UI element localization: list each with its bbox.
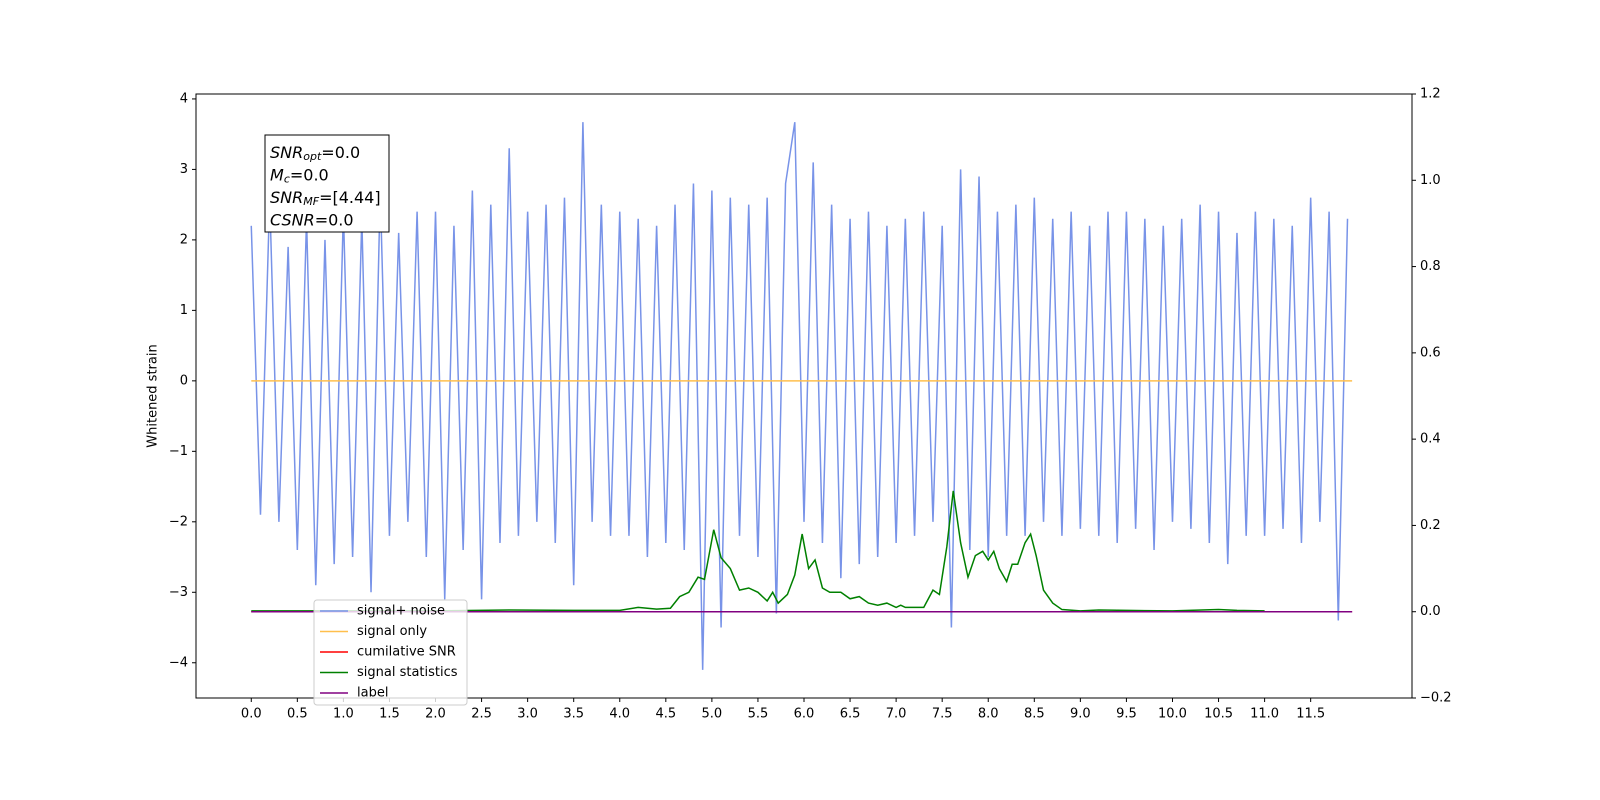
x-tick-label: 1.0 xyxy=(333,707,354,722)
x-tick-label: 7.0 xyxy=(886,707,907,722)
legend-label: signal+ noise xyxy=(357,604,445,619)
x-tick-label: 0.0 xyxy=(241,707,262,722)
x-tick-label: 8.0 xyxy=(978,707,999,722)
y2-tick-label: 1.0 xyxy=(1420,173,1441,188)
x-tick-label: 9.0 xyxy=(1070,707,1091,722)
y2-tick-label: 0.0 xyxy=(1420,604,1441,619)
x-tick-label: 10.5 xyxy=(1204,707,1233,722)
x-tick-label: 2.5 xyxy=(471,707,492,722)
x-tick-label: 11.0 xyxy=(1250,707,1279,722)
y-tick-label: 3 xyxy=(180,162,188,177)
y-tick-label: −3 xyxy=(169,585,188,600)
series-line xyxy=(251,490,1265,612)
series-line xyxy=(250,122,1349,670)
x-tick-label: 3.5 xyxy=(563,707,584,722)
y2-tick-label: −0.2 xyxy=(1420,691,1452,706)
legend-label: cumilative SNR xyxy=(357,645,456,660)
legend-label: label xyxy=(357,686,388,701)
annotation-rest: =[4.44] xyxy=(319,188,381,207)
annotation-sub: opt xyxy=(303,150,322,163)
x-tick-label: 8.5 xyxy=(1024,707,1045,722)
annotation-text: CSNR=0.0 xyxy=(270,210,354,229)
annotation-sub: c xyxy=(284,173,290,186)
x-tick-label: 6.0 xyxy=(794,707,815,722)
annotation-main: CSNR xyxy=(270,210,315,229)
x-tick-label: 5.0 xyxy=(702,707,723,722)
annotation-main: M xyxy=(270,165,284,184)
annotation-main: SNR xyxy=(270,188,303,207)
y-tick-label: 1 xyxy=(180,303,188,318)
y-axis-label: Whitened strain xyxy=(146,344,161,447)
legend-label: signal statistics xyxy=(357,665,458,680)
x-tick-label: 2.0 xyxy=(425,707,446,722)
x-tick-label: 9.5 xyxy=(1116,707,1137,722)
x-tick-label: 6.5 xyxy=(840,707,861,722)
y-tick-label: 0 xyxy=(180,373,188,388)
annotation-rest: =0.0 xyxy=(290,165,329,184)
legend-label: signal only xyxy=(357,624,427,639)
legend-box xyxy=(313,599,468,706)
x-tick-label: 1.5 xyxy=(379,707,400,722)
x-tick-label: 5.5 xyxy=(748,707,769,722)
y-tick-label: 2 xyxy=(180,232,188,247)
y2-tick-label: 0.6 xyxy=(1420,345,1441,360)
x-tick-label: 0.5 xyxy=(287,707,308,722)
y2-tick-label: 0.4 xyxy=(1420,432,1441,447)
annotation-box xyxy=(264,134,390,233)
y2-tick-label: 0.8 xyxy=(1420,259,1441,274)
x-tick-label: 11.5 xyxy=(1296,707,1325,722)
annotation-sub: MF xyxy=(303,195,319,208)
y-tick-label: 4 xyxy=(180,91,188,106)
y-tick-label: −1 xyxy=(169,444,188,459)
y-tick-label: −2 xyxy=(169,514,188,529)
x-tick-label: 4.5 xyxy=(655,707,676,722)
annotation-text: SNRopt=0.0 xyxy=(270,143,360,164)
x-tick-label: 4.0 xyxy=(609,707,630,722)
x-tick-label: 3.0 xyxy=(517,707,538,722)
annotation-text: SNRMF=[4.44] xyxy=(270,188,381,209)
y2-tick-label: 1.2 xyxy=(1420,87,1441,102)
x-tick-label: 10.0 xyxy=(1158,707,1187,722)
annotation-main: SNR xyxy=(270,143,303,162)
y-tick-label: −4 xyxy=(169,655,188,670)
annotation-rest: =0.0 xyxy=(315,210,354,229)
legend: signal+ noise signal only cumilative SNR si… xyxy=(313,599,468,706)
annotation-rest: =0.0 xyxy=(321,143,360,162)
annotation-text: Mc=0.0 xyxy=(270,165,329,186)
y2-tick-label: 0.2 xyxy=(1420,518,1441,533)
x-tick-label: 7.5 xyxy=(932,707,953,722)
